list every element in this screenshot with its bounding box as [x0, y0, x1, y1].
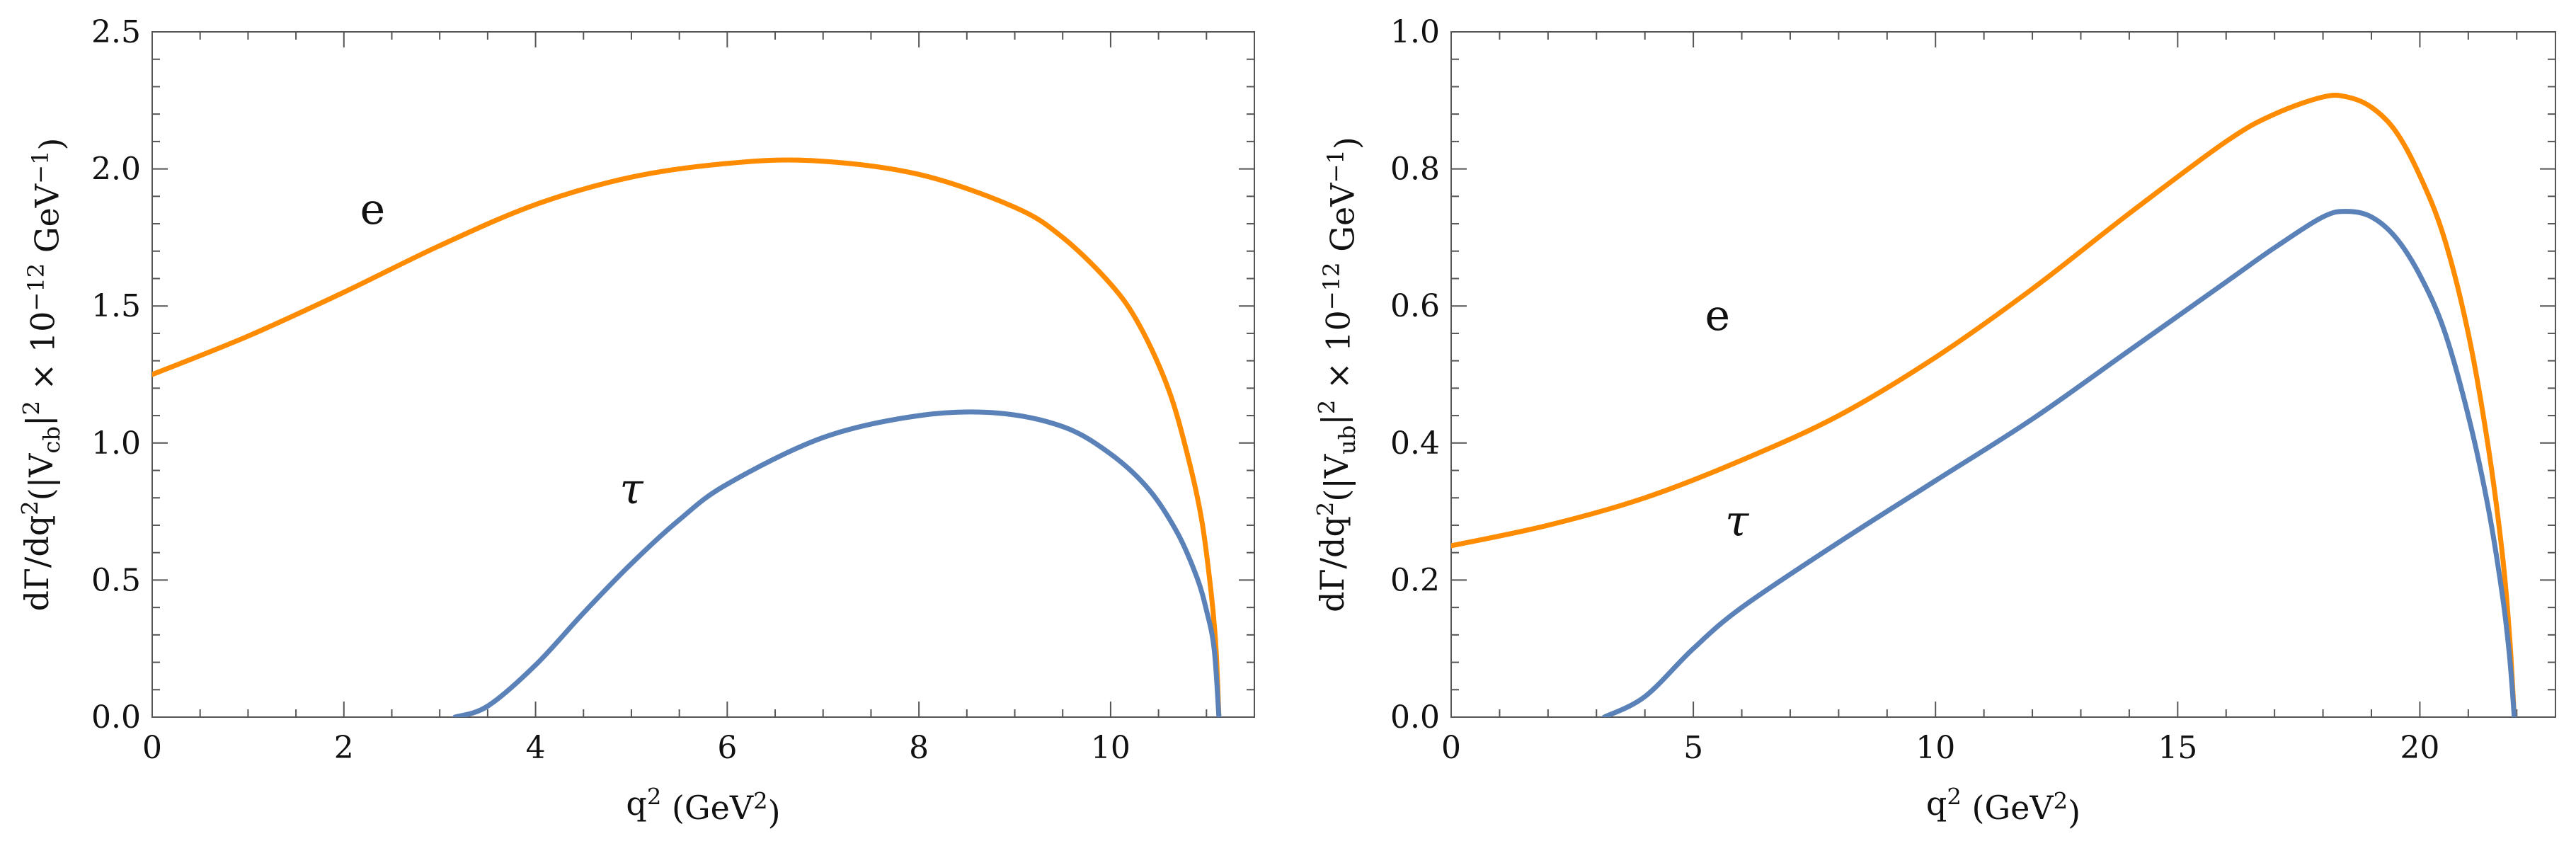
series-line-e	[152, 157, 1222, 717]
series-line-tau	[1601, 209, 2517, 717]
x-tick-label: 2	[334, 730, 354, 766]
y-tick-label: 1.5	[91, 288, 141, 324]
y-axis-label: dΓ/dq2(|Vcb|2 × 10−12 GeV−1)	[17, 137, 71, 611]
x-tick-label: 20	[2400, 730, 2439, 766]
x-tick-label: 15	[2158, 730, 2197, 766]
x-tick-label: 10	[1091, 730, 1130, 766]
curve-label: e	[1705, 291, 1731, 341]
y-tick-label: 1.0	[91, 425, 141, 462]
chart-panel-2: 0 5 10 15 20 0.0 0.2 0.4 0.6 0.8 1.0 q2 (GeV2) dΓ/dq…	[1312, 14, 2556, 832]
y-tick-label: 0.2	[1390, 562, 1440, 598]
x-tick-label: 6	[717, 730, 737, 766]
y-axis-label: dΓ/dq2(|Vub|2 × 10−12 GeV−1)	[1312, 137, 1366, 612]
plot-frame	[1450, 31, 2556, 718]
x-axis-label: q2 (GeV2)	[1926, 784, 2080, 832]
y-tick-label: 0.0	[1390, 699, 1440, 736]
y-tick-label: 0.8	[1390, 151, 1440, 188]
y-tick-label: 2.5	[91, 14, 141, 50]
y-tick-label: 2.0	[91, 151, 141, 188]
x-axis-label: q2 (GeV2)	[626, 784, 780, 832]
y-tick-label: 1.0	[1390, 14, 1440, 50]
series-line-tau	[452, 409, 1222, 717]
curve-label: τ	[1725, 496, 1749, 546]
x-tick-label: 4	[526, 730, 546, 766]
x-tick-label: 8	[909, 730, 929, 766]
x-tick-label: 10	[1916, 730, 1955, 766]
y-tick-label: 0.4	[1390, 425, 1440, 462]
plot-frame	[151, 31, 1255, 718]
chart-panel-1: 0 2 4 6 8 10 0.0 0.5 1.0 1.5 2.0 2.5 q2 (GeV2) dΓ/dq2…	[17, 14, 1255, 832]
curve-label: τ	[619, 464, 643, 514]
curve-label: e	[360, 185, 386, 234]
y-tick-label: 0.5	[91, 562, 141, 598]
y-tick-label: 0.0	[91, 699, 141, 736]
y-tick-label: 0.6	[1390, 288, 1440, 324]
x-tick-label: 0	[1441, 730, 1461, 766]
x-tick-label: 5	[1683, 730, 1703, 766]
series-line-e	[1451, 93, 2517, 717]
x-tick-label: 0	[142, 730, 162, 766]
